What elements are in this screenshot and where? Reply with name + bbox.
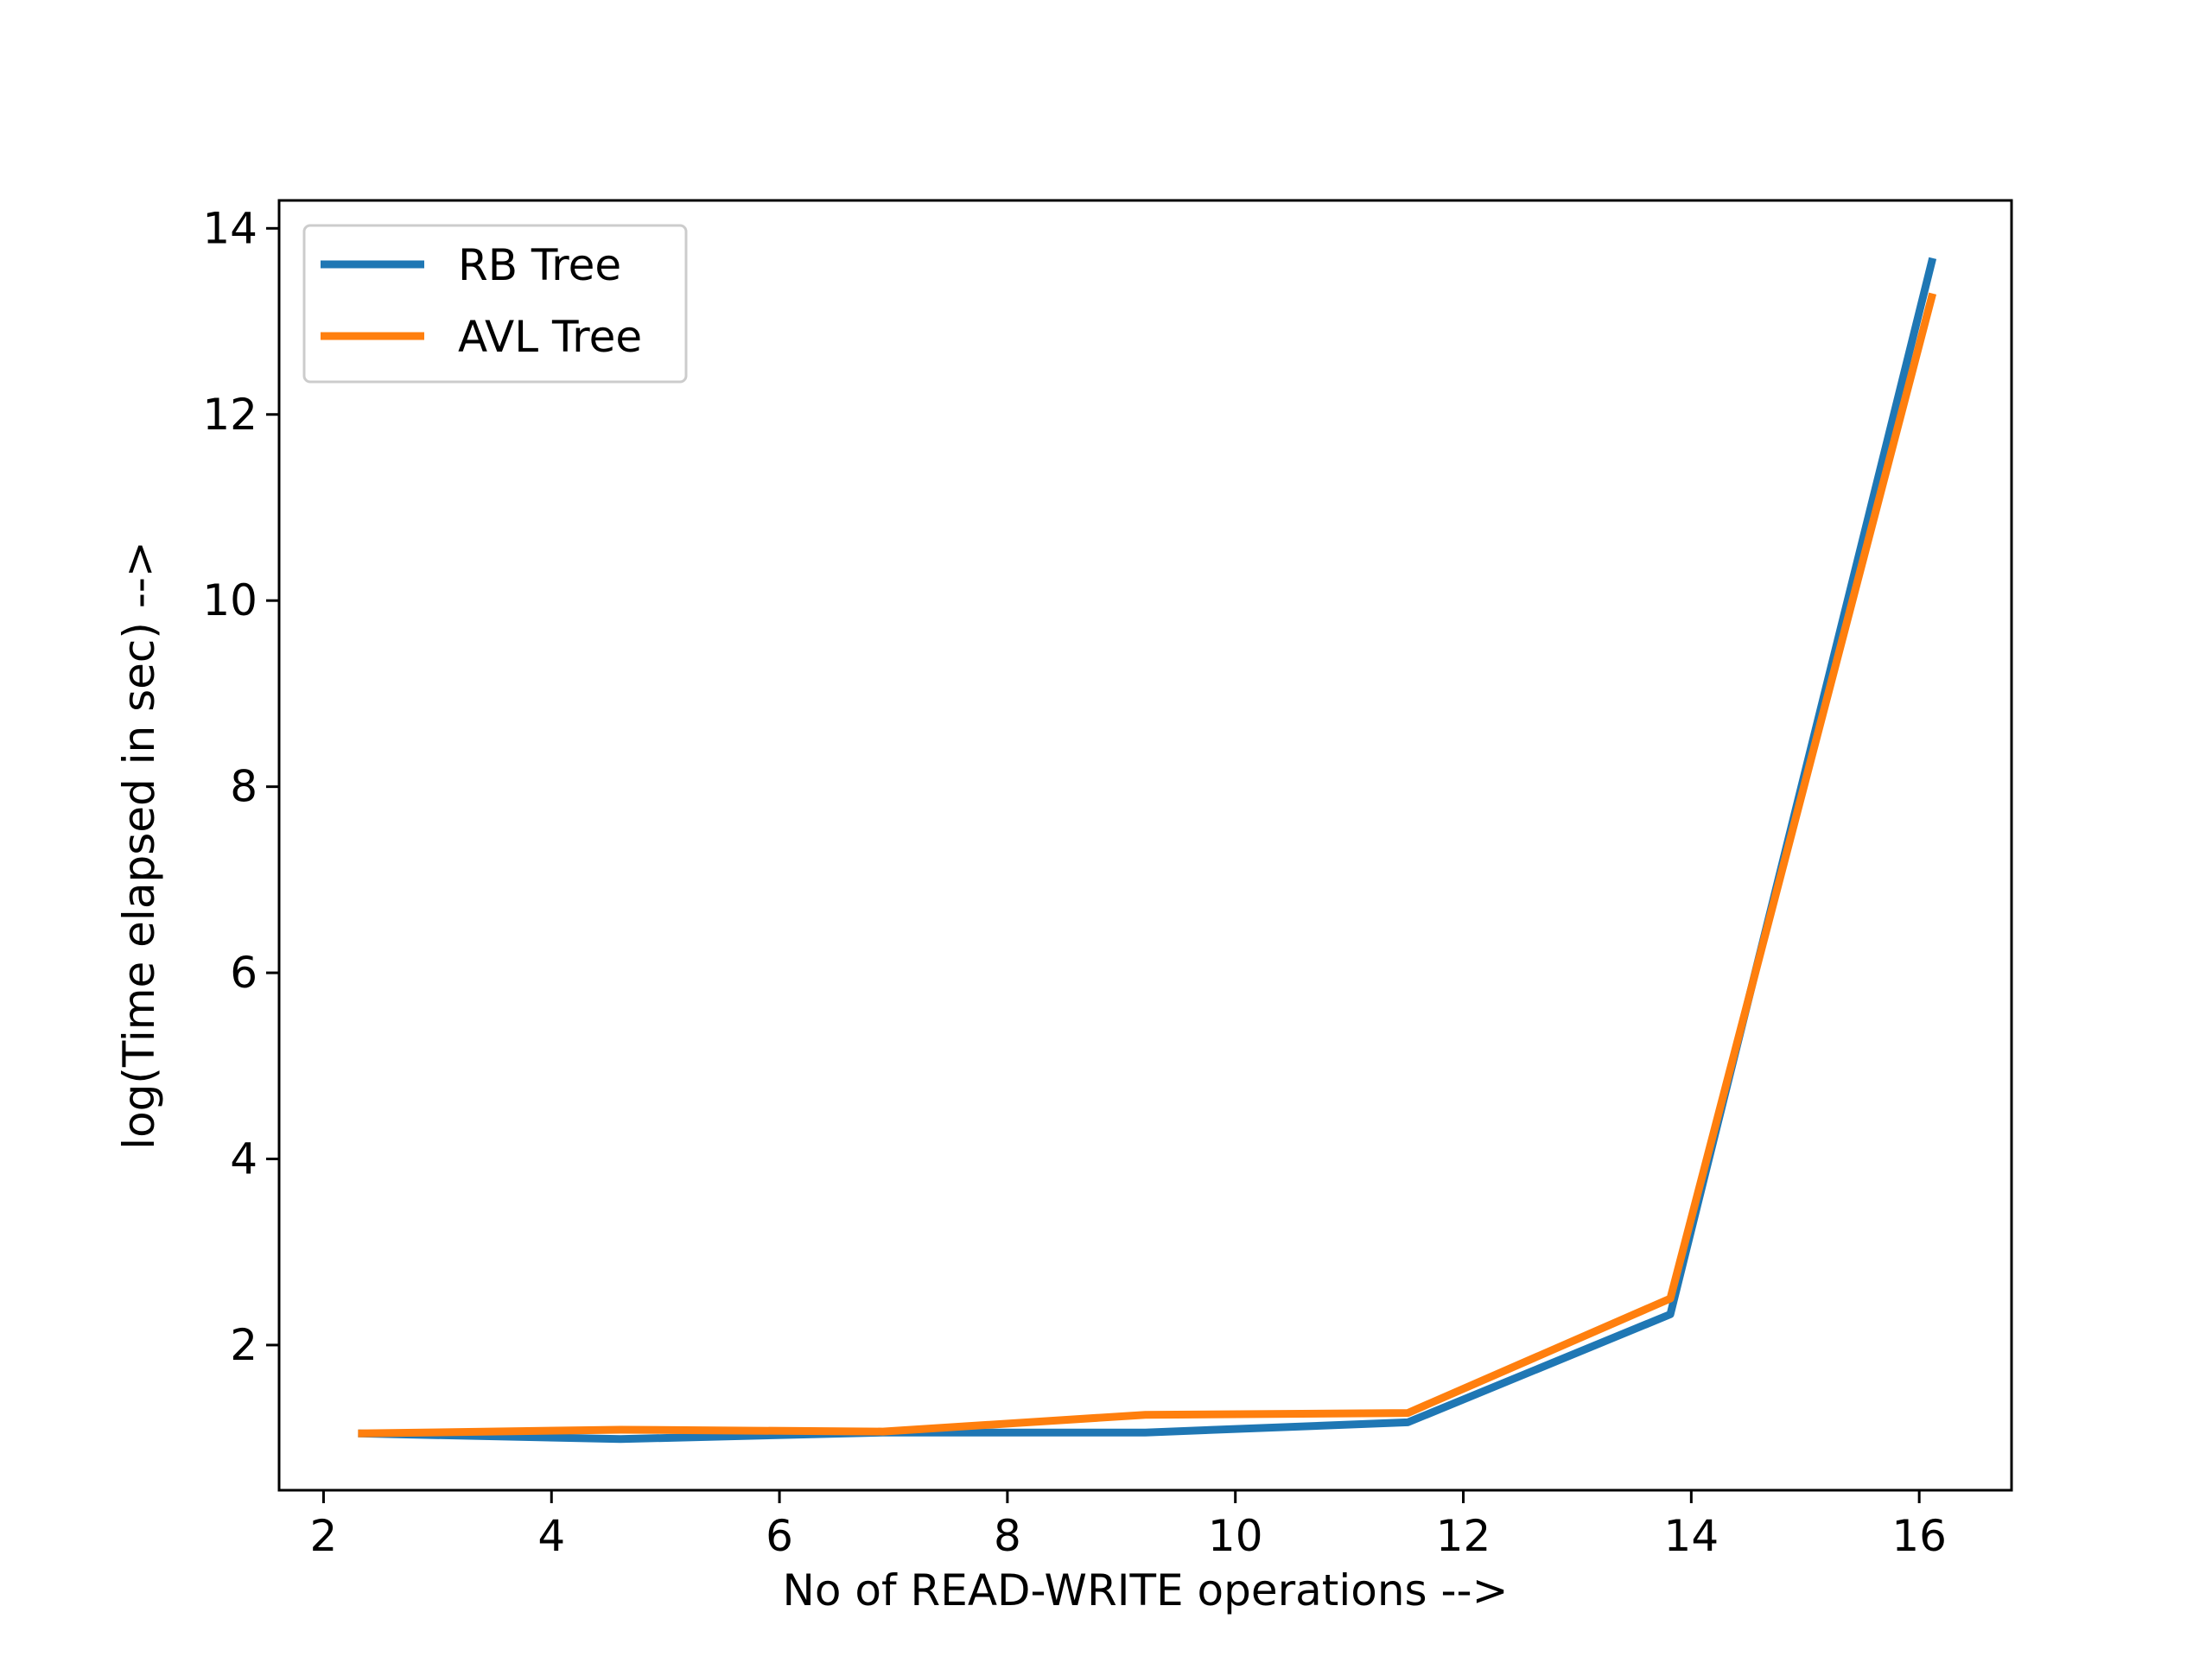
x-tick-label: 10: [1208, 1511, 1263, 1561]
legend: RB Tree AVL Tree: [302, 224, 688, 384]
legend-label: RB Tree: [458, 240, 621, 290]
plot-frame: [277, 199, 2013, 1492]
x-axis-label: No of READ-WRITE operations -->: [783, 1565, 1509, 1615]
y-tick-label: 14: [202, 203, 257, 253]
x-tick-label: 8: [994, 1511, 1021, 1561]
x-tick-label: 16: [1891, 1511, 1947, 1561]
x-axis-ticks: 2 4 6 8 10 12 14 16: [310, 1490, 1947, 1561]
x-tick-label: 12: [1436, 1511, 1491, 1561]
legend-label: AVL Tree: [458, 312, 642, 362]
x-tick-label: 14: [1664, 1511, 1719, 1561]
y-tick-label: 12: [202, 390, 257, 440]
y-tick-label: 2: [230, 1320, 257, 1370]
series-layer: [358, 257, 1937, 1444]
series-line-rb-tree: [358, 257, 1937, 1444]
x-tick-label: 4: [537, 1511, 565, 1561]
y-tick-label: 8: [230, 762, 257, 812]
y-tick-label: 10: [202, 575, 257, 625]
y-axis-ticks: 2 4 6 8 10 12 14: [202, 203, 279, 1370]
x-tick-label: 6: [766, 1511, 793, 1561]
series-line-avl-tree: [358, 292, 1937, 1438]
y-axis-label: log(Time elapsed in sec) -->: [114, 541, 164, 1150]
y-tick-label: 6: [230, 948, 257, 998]
x-tick-label: 2: [310, 1511, 338, 1561]
y-tick-label: 4: [230, 1134, 257, 1184]
